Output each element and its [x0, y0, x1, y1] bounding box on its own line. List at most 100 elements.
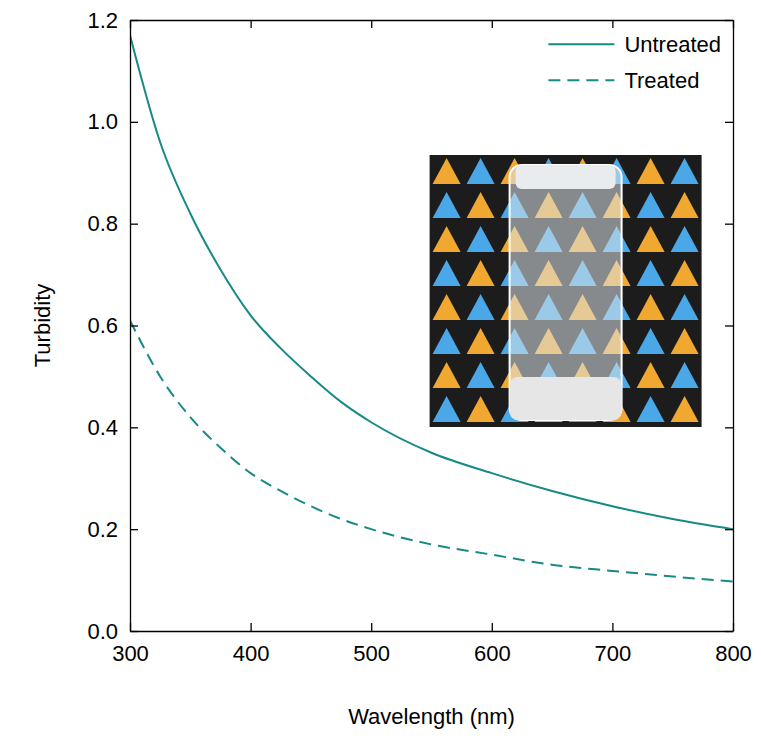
tick-mark [725, 122, 733, 123]
tick [725, 631, 733, 632]
photo-pattern [467, 294, 495, 320]
photo-pattern [637, 328, 665, 354]
tick [725, 20, 733, 21]
tick-mark [725, 529, 733, 530]
tick-mark [130, 122, 138, 123]
tick-mark [130, 20, 138, 21]
legend-entry: Untreated [548, 32, 721, 57]
tick-mark [250, 623, 251, 631]
photo-pattern [671, 294, 699, 320]
tick-mark [725, 427, 733, 428]
tick-mark [130, 224, 138, 225]
x-axis-top [131, 20, 734, 28]
tick-mark [371, 20, 372, 28]
tick-mark [725, 20, 733, 21]
photo-pattern [637, 396, 665, 422]
y-axis: 0.0 0.2 0.4 0.6 0.8 1.0 1.2 [87, 8, 138, 644]
tick-label: 0.4 [87, 415, 118, 440]
tick-mark [725, 224, 733, 225]
photo-pattern [433, 328, 461, 354]
tick-label: 600 [474, 641, 511, 666]
tick [612, 20, 613, 28]
tick: 1.0 [87, 109, 138, 134]
tick-label: 700 [595, 641, 632, 666]
legend-label: Treated [624, 68, 699, 93]
tick-mark [612, 20, 613, 28]
tick-mark [725, 631, 733, 632]
legend-swatch [548, 79, 614, 81]
chart: 300 400 500 600 700 800 0.0 0.2 0.4 0.6 0.8 1.0 1.2 U… [0, 0, 761, 746]
series-group [130, 35, 733, 581]
tick: 0.0 [87, 619, 138, 644]
photo-pattern [467, 192, 495, 218]
photo-cap [516, 165, 616, 189]
tick-mark [130, 631, 138, 632]
photo-pattern [637, 260, 665, 286]
tick [725, 224, 733, 225]
tick-label: 300 [112, 641, 149, 666]
y-axis-right [725, 21, 734, 632]
legend-label: Untreated [624, 32, 721, 57]
tick: 0.2 [87, 517, 138, 542]
legend: Untreated Treated [548, 32, 721, 93]
tick: 600 [474, 623, 511, 666]
tick: 1.2 [87, 8, 138, 33]
photo-pattern [467, 260, 495, 286]
tick-label: 400 [233, 641, 270, 666]
series-line [130, 320, 733, 581]
photo-pattern [671, 226, 699, 252]
tick: 0.6 [87, 313, 138, 338]
tick-label: 1.0 [87, 109, 118, 134]
tick-mark [130, 529, 138, 530]
photo-vial [510, 165, 622, 420]
tick [492, 20, 493, 28]
tick-label: 500 [353, 641, 390, 666]
photo-pattern [467, 362, 495, 388]
photo-pattern [637, 362, 665, 388]
photo-pattern [433, 362, 461, 388]
tick [725, 529, 733, 530]
tick-label: 0.8 [87, 211, 118, 236]
photo-pattern [637, 294, 665, 320]
plot: 300 400 500 600 700 800 0.0 0.2 0.4 0.6 0.8 1.0 1.2 U… [87, 8, 751, 666]
tick-mark [130, 427, 138, 428]
photo-pattern [433, 226, 461, 252]
tick: 0.8 [87, 211, 138, 236]
tick-mark [130, 325, 138, 326]
tick [725, 122, 733, 123]
series-line [130, 35, 733, 529]
axis-line [733, 21, 734, 632]
tick: 0.4 [87, 415, 138, 440]
photo-pattern [433, 158, 461, 184]
tick-mark [250, 20, 251, 28]
photo-background [430, 155, 702, 427]
tick: 700 [595, 623, 632, 666]
tick-mark [492, 20, 493, 28]
legend-swatch [548, 43, 614, 45]
tick: 400 [233, 623, 270, 666]
photo-pattern [433, 396, 461, 422]
tick-mark [492, 623, 493, 631]
tick: 500 [353, 623, 390, 666]
photo-pattern [467, 158, 495, 184]
photo-pattern [637, 226, 665, 252]
photo-pattern [671, 396, 699, 422]
photo-pattern [467, 226, 495, 252]
tick [371, 20, 372, 28]
y-axis-title: Turbidity [30, 284, 55, 368]
photo-pattern [671, 362, 699, 388]
tick-label: 800 [715, 641, 752, 666]
legend-entry: Treated [548, 68, 699, 93]
photo-pattern [637, 158, 665, 184]
tick-label: 0.0 [87, 619, 118, 644]
photo-pattern [433, 260, 461, 286]
x-axis-title: Wavelength (nm) [348, 704, 515, 729]
photo-pattern [467, 328, 495, 354]
tick-label: 0.2 [87, 517, 118, 542]
tick-label: 1.2 [87, 8, 118, 33]
photo-pattern [637, 192, 665, 218]
photo-pattern [671, 260, 699, 286]
photo-pattern [467, 396, 495, 422]
tick [725, 427, 733, 428]
tick-mark [612, 623, 613, 631]
